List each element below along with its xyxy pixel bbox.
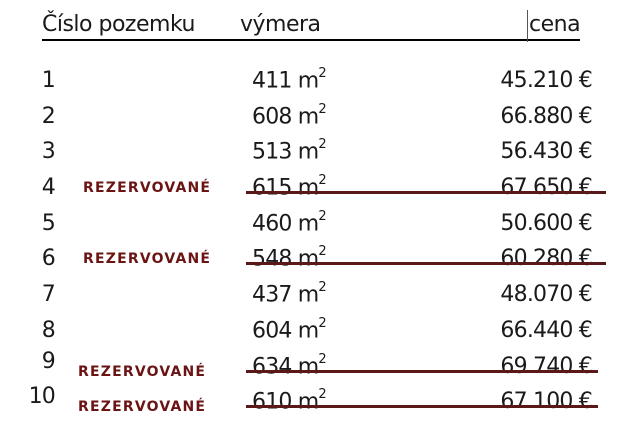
plot-area: 604 m2: [252, 315, 327, 344]
strikethrough-line: [246, 405, 598, 409]
plot-number: 1: [41, 68, 56, 93]
area-value: 610 m: [252, 389, 319, 415]
area-value: 548 m: [252, 246, 319, 272]
strikethrough-line: [246, 369, 598, 373]
unit-superscript: 2: [318, 387, 326, 403]
table-row: 8 604 m2 66.440 €: [0, 314, 622, 350]
header-number: Číslo pozemku: [42, 12, 195, 37]
area-value: 460 m: [252, 211, 319, 237]
plot-price: 48.070 €: [500, 282, 592, 308]
area-value: 513 m: [252, 139, 319, 165]
area-value: 615 m: [252, 175, 319, 201]
table-row: 6 REZERVOVANÉ 548 m2 60.280 €: [0, 242, 622, 278]
header-underline: [42, 39, 580, 41]
area-value: 608 m: [252, 104, 319, 130]
plot-price: 60.280 €: [500, 246, 592, 272]
plot-price: 56.430 €: [500, 139, 592, 165]
plot-price: 67.100 €: [500, 389, 592, 415]
plot-area: 411 m2: [252, 66, 327, 94]
plot-price: 45.210 €: [500, 68, 592, 93]
strikethrough-line: [246, 262, 606, 266]
plot-price: 66.440 €: [500, 317, 592, 343]
table-row: 7 437 m2 48.070 €: [0, 278, 622, 314]
plot-area: 548 m2: [252, 244, 327, 272]
table-row: 10 REZERVOVANÉ 610 m2 67.100 €: [0, 384, 622, 421]
plot-area: 437 m2: [252, 280, 327, 308]
plot-number: 3: [41, 139, 56, 165]
table-row: 4 REZERVOVANÉ 615 m2 67.650 €: [0, 171, 622, 207]
plot-list: 1 411 m2 45.210 €2 608 m2 66.880 €3 513 m2 56.…: [0, 64, 622, 421]
plot-area: 513 m2: [252, 137, 327, 165]
plot-number: 6: [41, 246, 56, 272]
area-value: 411 m: [252, 68, 319, 94]
reserved-label: REZERVOVANÉ: [83, 180, 212, 197]
plot-area: 608 m2: [252, 101, 327, 130]
plot-area: 610 m2: [252, 387, 327, 415]
plot-price: 50.600 €: [500, 210, 592, 236]
unit-superscript: 2: [318, 315, 326, 331]
unit-superscript: 2: [318, 280, 326, 296]
plot-price: 67.650 €: [500, 175, 592, 201]
area-value: 604 m: [252, 318, 319, 344]
plot-price: 66.880 €: [500, 103, 592, 129]
plot-number: 8: [41, 317, 56, 343]
reserved-label: REZERVOVANÉ: [83, 251, 212, 268]
text-cursor: [527, 10, 528, 42]
table-row: 3 513 m2 56.430 €: [0, 135, 622, 171]
plot-number: 5: [41, 210, 56, 236]
unit-superscript: 2: [318, 66, 326, 81]
unit-superscript: 2: [318, 244, 326, 260]
area-value: 634 m: [252, 353, 319, 379]
table-row: 9 REZERVOVANÉ 634 m2 69.740 €: [0, 348, 622, 386]
plot-number: 4: [41, 175, 56, 201]
unit-superscript: 2: [318, 351, 326, 367]
header-area: výmera: [240, 12, 321, 37]
reserved-label: REZERVOVANÉ: [78, 399, 207, 416]
unit-superscript: 2: [318, 173, 326, 189]
plot-number: 10: [28, 384, 56, 410]
plot-number: 2: [41, 103, 56, 129]
plot-number: 9: [41, 348, 56, 374]
header-price: cena: [529, 12, 581, 37]
plot-area: 460 m2: [252, 208, 327, 237]
unit-superscript: 2: [318, 137, 326, 153]
unit-superscript: 2: [318, 208, 326, 224]
table-row: 2 608 m2 66.880 €: [0, 100, 622, 136]
plot-number: 7: [41, 282, 56, 308]
table-row: 1 411 m2 45.210 €: [0, 64, 622, 100]
plot-area: 634 m2: [252, 351, 327, 379]
plot-price: 69.740 €: [500, 353, 592, 379]
strikethrough-line: [246, 191, 606, 195]
unit-superscript: 2: [318, 101, 326, 117]
plot-area: 615 m2: [252, 173, 327, 201]
reserved-label: REZERVOVANÉ: [78, 363, 207, 380]
table-row: 5 460 m2 50.600 €: [0, 207, 622, 243]
area-value: 437 m: [252, 282, 319, 308]
